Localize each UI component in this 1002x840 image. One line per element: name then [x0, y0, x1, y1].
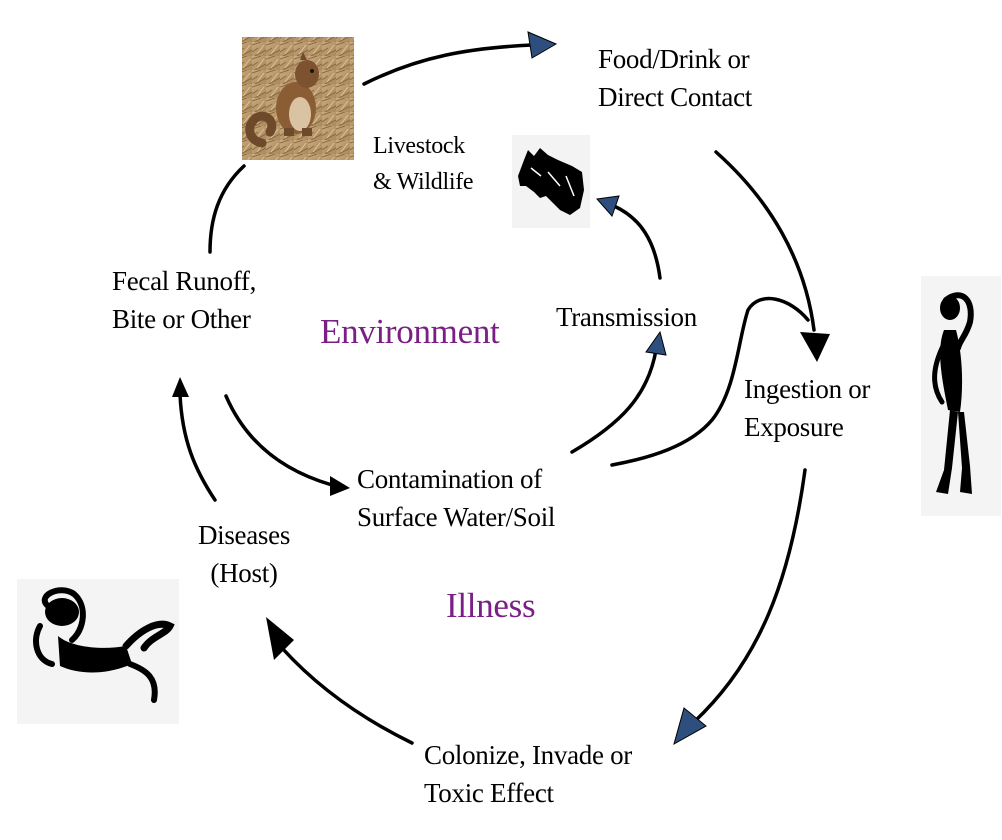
standing-person-icon: [921, 276, 1001, 516]
label-ingestion-exposure: Ingestion or Exposure: [744, 370, 870, 446]
line-to-livestock: [208, 164, 246, 254]
arrow-head-food-drink: [527, 31, 558, 59]
label-livestock-wildlife: Livestock & Wildlife: [373, 128, 474, 200]
arrow-head-ingestion: [800, 332, 830, 362]
label-fecal-line1: Fecal Runoff,: [112, 266, 257, 296]
label-contamination-line1: Contamination of: [357, 464, 542, 494]
arrow-head-diseases: [266, 617, 294, 660]
arrow-head-colonize: [673, 707, 707, 746]
label-livestock-line2: & Wildlife: [373, 169, 474, 195]
label-food-drink: Food/Drink or Direct Contact: [598, 40, 752, 116]
label-food-drink-line2: Direct Contact: [598, 82, 752, 112]
label-livestock-line1: Livestock: [373, 133, 465, 159]
arrow-to-food-drink: [362, 43, 534, 86]
arrow-to-cow: [612, 204, 662, 280]
arrow-head-fecal-runoff: [172, 377, 189, 397]
label-contamination: Contamination of Surface Water/Soil: [357, 460, 555, 536]
arrow-to-contamination: [224, 394, 334, 487]
label-contamination-line2: Surface Water/Soil: [357, 502, 556, 532]
label-colonize-invade: Colonize, Invade or Toxic Effect: [424, 736, 632, 812]
label-transmission-text: Transmission: [556, 302, 697, 332]
arrow-to-fecal-runoff: [178, 392, 217, 502]
lying-sick-person-icon: [17, 579, 179, 724]
line-contamination-to-ingestion: [610, 296, 810, 467]
arrow-to-colonize: [692, 468, 807, 724]
squirrel-photo-icon: [242, 37, 354, 160]
label-illness-text: Illness: [446, 586, 536, 625]
cow-silhouette-icon: [512, 135, 590, 228]
arrow-heads: [172, 31, 830, 746]
arrow-head-cow: [596, 195, 620, 217]
cycle-arrows: [178, 43, 816, 745]
label-ingestion-line1: Ingestion or: [744, 374, 871, 404]
label-diseases-host: Diseases (Host): [194, 516, 294, 592]
label-environment-text: Environment: [320, 312, 500, 351]
arrow-to-transmission: [570, 348, 658, 454]
label-colonize-line2: Toxic Effect: [424, 778, 554, 808]
label-food-drink-line1: Food/Drink or: [598, 44, 750, 74]
label-environment: Environment: [320, 312, 500, 352]
arrow-to-ingestion: [714, 150, 816, 332]
label-illness: Illness: [446, 586, 536, 626]
arrow-head-transmission: [645, 330, 667, 356]
label-fecal-line2: Bite or Other: [112, 304, 251, 334]
label-fecal-runoff: Fecal Runoff, Bite or Other: [112, 262, 256, 338]
label-colonize-line1: Colonize, Invade or: [424, 740, 632, 770]
arrow-to-diseases: [280, 646, 414, 745]
label-diseases-line2: (Host): [210, 558, 278, 588]
arrow-head-contamination: [330, 476, 350, 496]
label-transmission: Transmission: [556, 298, 697, 336]
label-ingestion-line2: Exposure: [744, 412, 844, 442]
label-diseases-line1: Diseases: [197, 520, 291, 550]
